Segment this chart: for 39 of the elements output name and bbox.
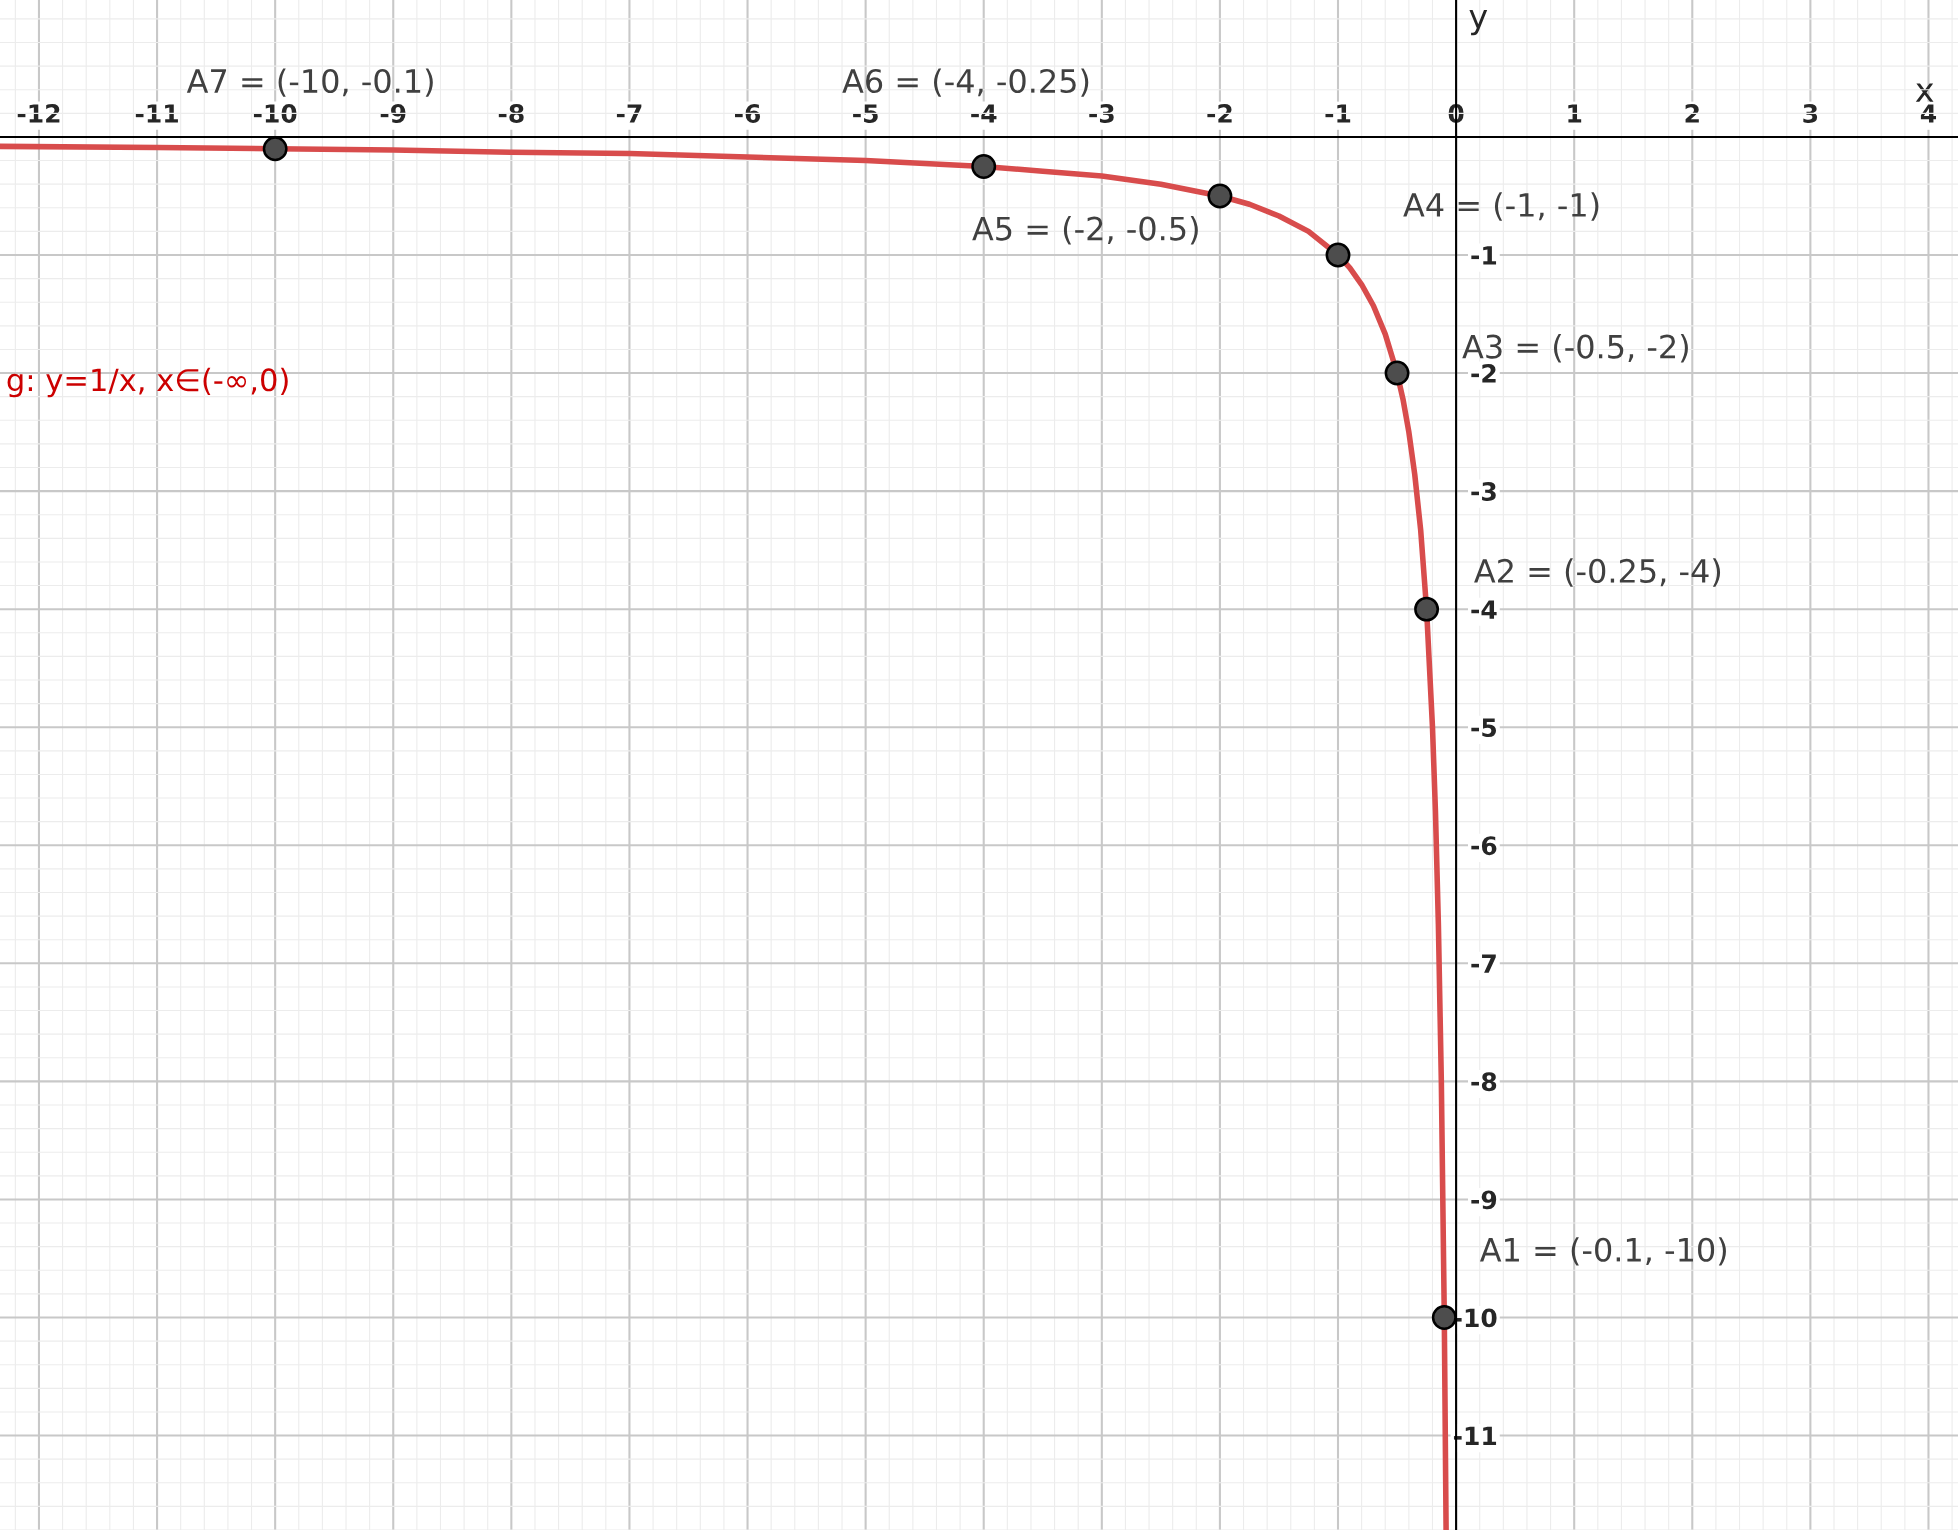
annotation: A5 = (-2, -0.5) [972, 215, 1198, 245]
point [1384, 360, 1410, 386]
annotation: A3 = (-0.5, -2) [1462, 334, 1688, 363]
annotation: A2 = (-0.25, -4) [1474, 558, 1721, 587]
x-tick-label: -12 [17, 104, 60, 123]
point [262, 136, 288, 162]
x-tick-label: 1 [1568, 104, 1582, 123]
text: g: y=1/x, x∈(-∞,0) [7, 367, 288, 398]
y-tick-label: -10 [1453, 1308, 1497, 1328]
y-tick-label: -2 [1471, 364, 1496, 383]
y-tick-label: -7 [1471, 954, 1496, 973]
x-tick-label: 2 [1685, 104, 1699, 123]
x-tick-label: -11 [135, 104, 178, 123]
x-tick-label: -7 [616, 104, 642, 123]
y-axis-title: y [1469, 10, 1488, 36]
y-tick-label: -8 [1471, 1072, 1497, 1092]
annotation: A7 = (-10, -0.1) [186, 68, 433, 97]
y-tick-label: -9 [1471, 1190, 1497, 1210]
y-tick-label: -5 [1471, 718, 1497, 738]
annotation: A4 = (-1, -1) [1403, 192, 1599, 221]
x-tick-label: -8 [498, 104, 524, 123]
x-tick-label: -3 [1089, 104, 1114, 123]
y-tick-label: -4 [1471, 600, 1497, 619]
x-tick-label: -2 [1207, 104, 1232, 123]
annotation: A6 = (-4, -0.25) [842, 68, 1089, 97]
point [1325, 242, 1351, 268]
point [1207, 183, 1233, 209]
annotation: A1 = (-0.1, -10) [1479, 1237, 1726, 1266]
point [1431, 1305, 1457, 1330]
x-tick-label: -1 [1325, 104, 1351, 123]
y-tick-label: -6 [1471, 836, 1497, 856]
point [1414, 596, 1440, 622]
x-axis-title: x [1915, 83, 1934, 102]
x-tick-label: -4 [971, 104, 997, 123]
x-tick-label: -10 [253, 104, 297, 123]
y-tick-label: -1 [1471, 246, 1497, 265]
point [971, 154, 997, 179]
x-tick-label: 4 [1920, 104, 1937, 123]
y-tick-label: -3 [1471, 482, 1496, 501]
